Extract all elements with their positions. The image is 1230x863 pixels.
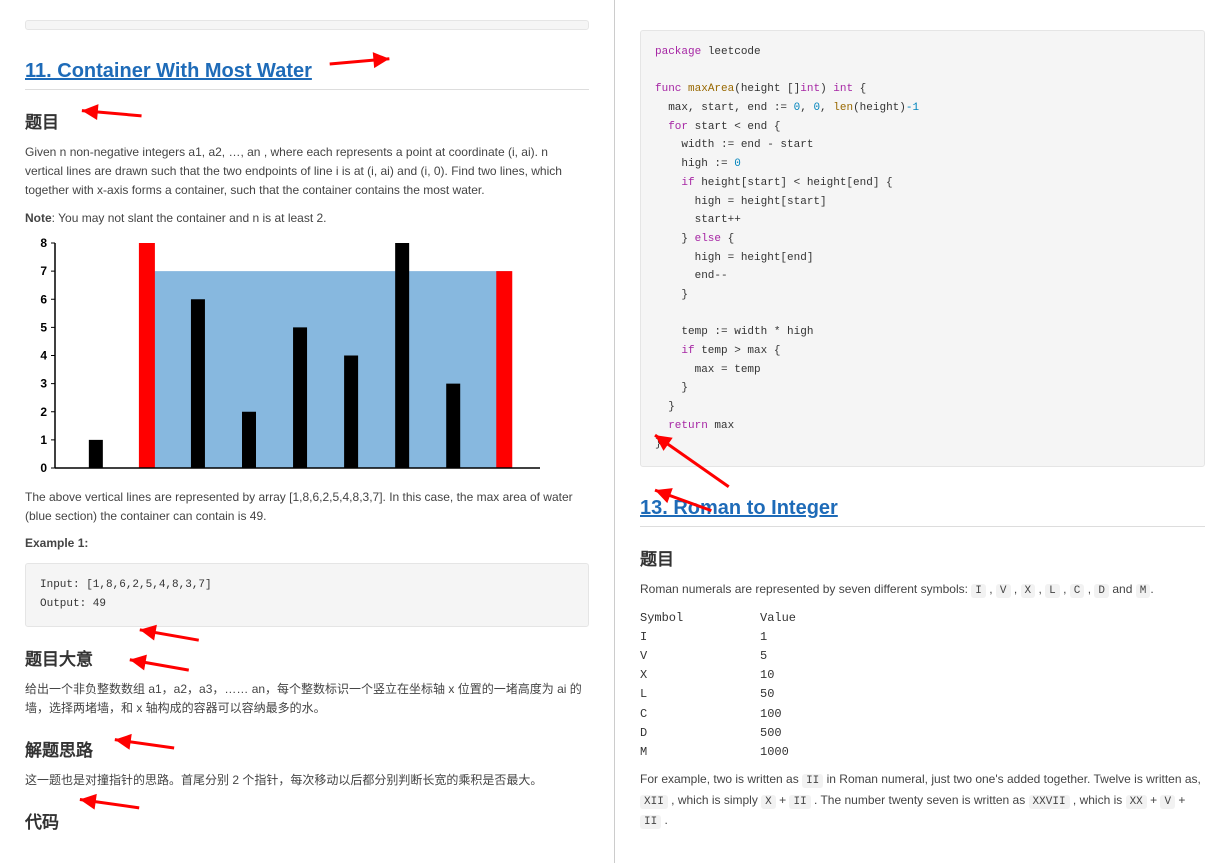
- chart-svg: 0 1 2 3 4 5 6 7 8: [25, 238, 545, 478]
- problem-description-1: Given n non-negative integers a1, a2, …,…: [25, 143, 589, 201]
- table-row: X10: [640, 666, 1205, 685]
- solution-text: 这一题也是对撞指针的思路。首尾分别 2 个指针，每次移动以后都分别判断长宽的乘积…: [25, 771, 589, 790]
- example-label: Example 1:: [25, 534, 589, 553]
- heading-problem-13: 题目: [640, 545, 1205, 570]
- table-row: C100: [640, 705, 1205, 724]
- table-header: Symbol Value: [640, 609, 1205, 628]
- problem-note: Note: You may not slant the container an…: [25, 209, 589, 228]
- table-row: I1: [640, 628, 1205, 647]
- svg-text:2: 2: [40, 405, 47, 419]
- left-column: 11. Container With Most Water 题目 Given n…: [0, 0, 615, 863]
- table-row: D500: [640, 724, 1205, 743]
- col-symbol: Symbol: [640, 609, 760, 628]
- svg-text:5: 5: [40, 320, 47, 334]
- decorative-bar: [25, 20, 589, 30]
- note-label: Note: [25, 211, 52, 225]
- heading-solution: 解题思路: [25, 736, 589, 761]
- svg-text:6: 6: [40, 292, 47, 306]
- meaning-text: 给出一个非负整数数组 a1，a2，a3，…… an，每个整数标识一个竖立在坐标轴…: [25, 680, 589, 718]
- svg-text:8: 8: [40, 238, 47, 250]
- svg-text:1: 1: [40, 433, 47, 447]
- svg-text:7: 7: [40, 264, 47, 278]
- problem-13-title[interactable]: 13. Roman to Integer: [640, 497, 1205, 527]
- roman-description-2: For example, two is written as II in Rom…: [640, 770, 1205, 832]
- heading-problem: 题目: [25, 108, 589, 133]
- svg-text:3: 3: [40, 376, 47, 390]
- note-text: : You may not slant the container and n …: [52, 211, 327, 225]
- container-chart: 0 1 2 3 4 5 6 7 8: [25, 238, 545, 478]
- problem-description-2: The above vertical lines are represented…: [25, 488, 589, 526]
- col-value: Value: [760, 609, 840, 628]
- table-row: L50: [640, 685, 1205, 704]
- page: 11. Container With Most Water 题目 Given n…: [0, 0, 1230, 863]
- heading-code: 代码: [25, 808, 589, 833]
- right-column: package leetcode func maxArea(height []i…: [615, 0, 1230, 863]
- example-code-block: Input: [1,8,6,2,5,4,8,3,7] Output: 49: [25, 563, 589, 626]
- table-row: M1000: [640, 743, 1205, 762]
- svg-text:4: 4: [40, 348, 47, 362]
- go-code-block: package leetcode func maxArea(height []i…: [640, 30, 1205, 467]
- problem-11-title[interactable]: 11. Container With Most Water: [25, 60, 589, 90]
- table-row: V5: [640, 647, 1205, 666]
- heading-meaning: 题目大意: [25, 645, 589, 670]
- svg-text:0: 0: [40, 461, 47, 475]
- roman-description-1: Roman numerals are represented by seven …: [640, 580, 1205, 601]
- roman-symbol-table: Symbol Value I1V5X10L50C100D500M1000: [640, 609, 1205, 763]
